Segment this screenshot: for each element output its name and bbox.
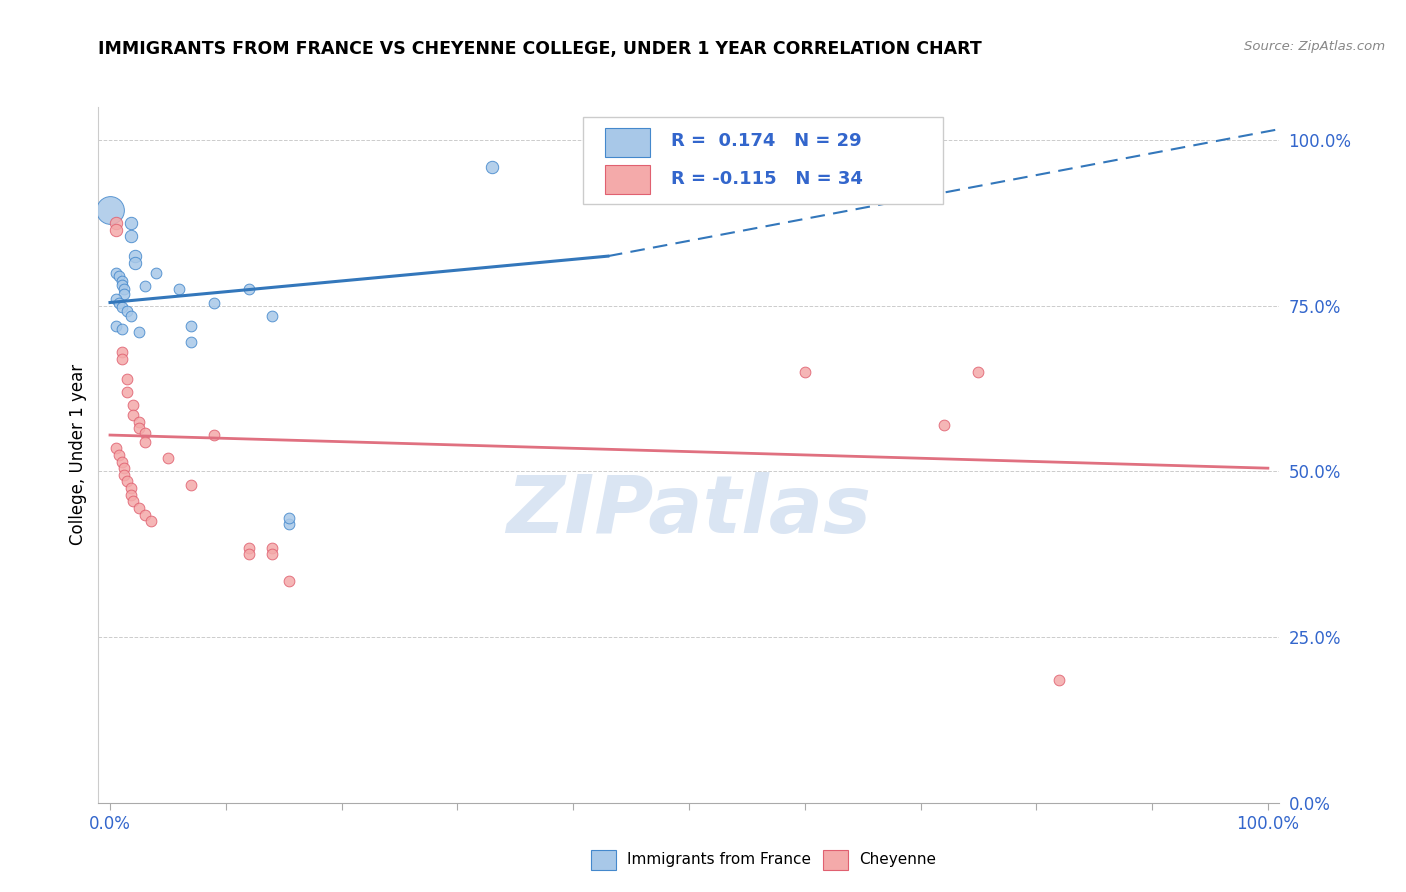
Point: [180, 335, 202, 350]
Point: [117, 384, 139, 399]
Point: [967, 365, 990, 379]
Point: [98, 202, 121, 217]
Point: [238, 547, 260, 561]
Point: [120, 309, 142, 323]
Point: [120, 216, 142, 230]
Point: [139, 514, 162, 528]
Point: [120, 488, 142, 502]
Y-axis label: College, Under 1 year: College, Under 1 year: [69, 364, 87, 546]
Point: [278, 511, 301, 525]
Point: [128, 326, 150, 340]
Point: [117, 372, 139, 386]
Point: [124, 249, 146, 263]
Text: ZIPatlas: ZIPatlas: [506, 472, 872, 549]
Text: R =  0.174   N = 29: R = 0.174 N = 29: [671, 133, 862, 151]
Point: [262, 541, 284, 555]
Point: [112, 286, 135, 301]
Point: [793, 365, 815, 379]
Point: [104, 222, 127, 236]
Point: [120, 229, 142, 244]
Point: [108, 268, 131, 283]
Point: [120, 481, 142, 495]
Point: [1049, 673, 1071, 688]
Point: [122, 494, 145, 508]
Point: [110, 351, 132, 366]
Point: [238, 541, 260, 555]
Point: [156, 451, 179, 466]
Point: [104, 318, 127, 333]
Point: [117, 475, 139, 489]
Point: [145, 266, 167, 280]
Point: [110, 277, 132, 292]
Point: [108, 295, 131, 310]
Point: [134, 279, 156, 293]
Point: [128, 500, 150, 515]
Point: [202, 428, 225, 442]
Text: IMMIGRANTS FROM FRANCE VS CHEYENNE COLLEGE, UNDER 1 YEAR CORRELATION CHART: IMMIGRANTS FROM FRANCE VS CHEYENNE COLLE…: [98, 40, 983, 58]
Point: [104, 442, 127, 456]
Point: [110, 274, 132, 288]
Point: [112, 282, 135, 296]
Point: [128, 421, 150, 435]
Point: [932, 418, 955, 433]
Point: [128, 415, 150, 429]
Point: [278, 517, 301, 532]
Text: R = -0.115   N = 34: R = -0.115 N = 34: [671, 169, 863, 187]
Point: [110, 300, 132, 314]
Text: Immigrants from France: Immigrants from France: [627, 853, 811, 867]
Point: [262, 309, 284, 323]
Point: [134, 508, 156, 522]
Point: [110, 345, 132, 359]
Point: [481, 160, 503, 174]
Point: [202, 295, 225, 310]
Point: [238, 282, 260, 296]
Point: [262, 547, 284, 561]
Point: [104, 266, 127, 280]
Point: [124, 256, 146, 270]
Bar: [605, 128, 650, 157]
Point: [134, 425, 156, 440]
Text: Source: ZipAtlas.com: Source: ZipAtlas.com: [1244, 40, 1385, 54]
Point: [122, 408, 145, 422]
Point: [134, 434, 156, 449]
Text: Cheyenne: Cheyenne: [859, 853, 936, 867]
Point: [112, 461, 135, 475]
Point: [278, 574, 301, 588]
Point: [112, 467, 135, 482]
Point: [180, 318, 202, 333]
Point: [122, 398, 145, 412]
Point: [104, 292, 127, 306]
Bar: [605, 165, 650, 194]
Point: [110, 322, 132, 336]
Point: [180, 477, 202, 491]
Point: [110, 454, 132, 468]
Point: [104, 216, 127, 230]
Point: [117, 304, 139, 318]
Point: [108, 448, 131, 462]
Point: [169, 282, 191, 296]
FancyBboxPatch shape: [582, 118, 943, 204]
